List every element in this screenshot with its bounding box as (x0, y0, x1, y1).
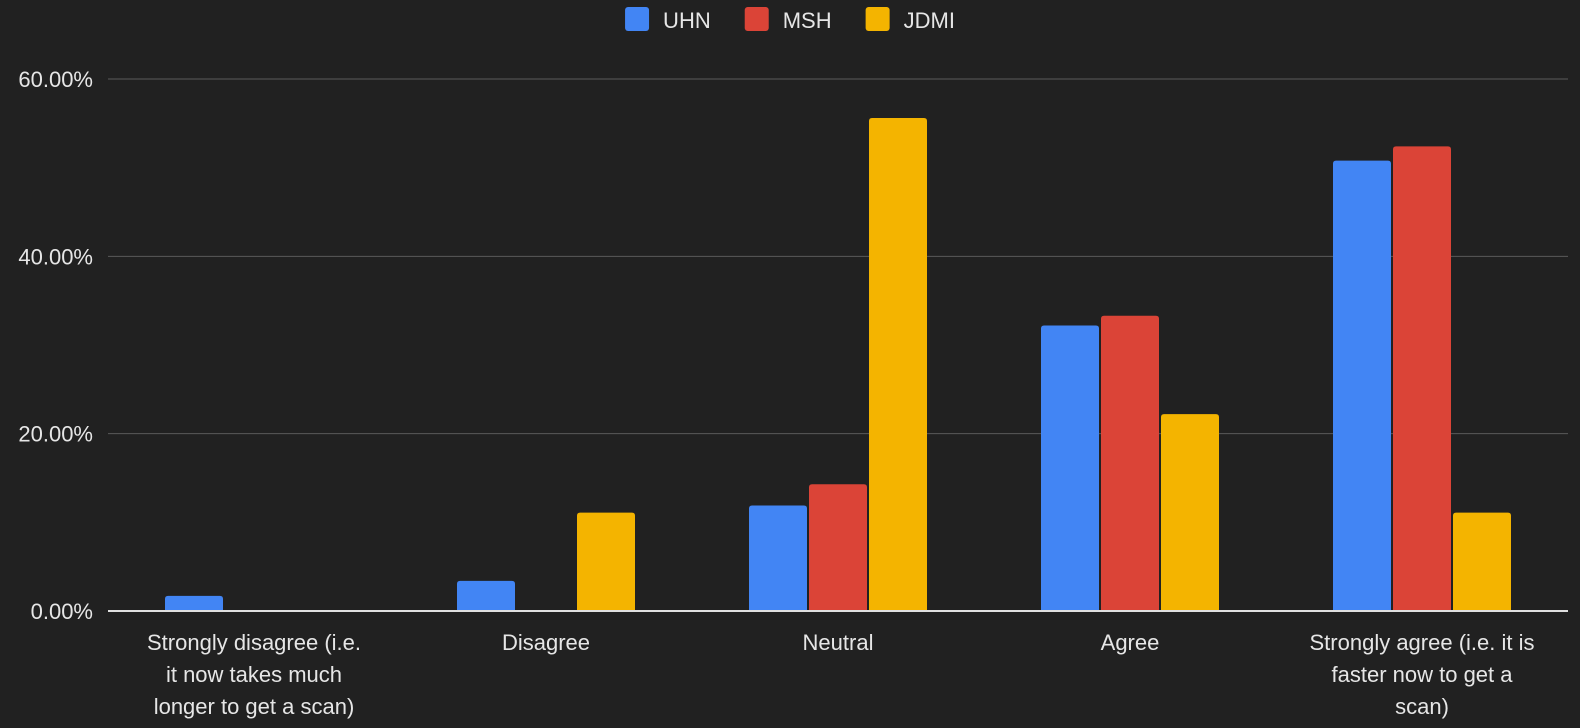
x-category-label: Agree (1101, 630, 1160, 655)
y-tick-label: 0.00% (31, 599, 93, 624)
legend-swatch (865, 7, 890, 31)
bar-uhn-5[interactable] (1333, 160, 1391, 611)
x-category-label: Strongly agree (i.e. it is faster now to … (1310, 630, 1535, 719)
bar-jdmi-3[interactable] (869, 118, 927, 611)
legend-item-msh[interactable]: MSH (744, 7, 832, 33)
bar-msh-3[interactable] (809, 484, 867, 611)
bar-msh-5[interactable] (1393, 146, 1451, 612)
bar-msh-4[interactable] (1101, 315, 1159, 611)
legend-swatch (625, 7, 650, 31)
y-axis-tick-labels: 0.00% 20.00% 40.00% 60.00% (18, 67, 93, 624)
legend-label: JDMI (904, 8, 955, 33)
y-tick-label: 20.00% (18, 422, 93, 447)
bar-uhn-2[interactable] (457, 580, 515, 611)
x-category-label: Strongly disagree (i.e. it now takes much… (147, 630, 361, 719)
legend-label: UHN (663, 8, 711, 33)
x-category-label: Neutral (803, 630, 874, 655)
legend-swatch (744, 7, 769, 31)
bar-jdmi-5[interactable] (1453, 512, 1511, 611)
y-tick-label: 40.00% (18, 244, 93, 269)
bar-jdmi-4[interactable] (1161, 414, 1219, 611)
y-tick-label: 60.00% (18, 67, 93, 92)
x-category-label: Disagree (502, 630, 590, 655)
bars (165, 118, 1511, 612)
gridlines (108, 78, 1568, 435)
legend-item-jdmi[interactable]: JDMI (865, 7, 955, 33)
legend-label: MSH (783, 8, 832, 33)
legend-item-uhn[interactable]: UHN (625, 7, 711, 33)
x-axis-category-labels: Strongly disagree (i.e. it now takes much… (147, 630, 1534, 719)
legend[interactable]: UHN MSH JDMI (625, 7, 955, 33)
bar-uhn-1[interactable] (165, 595, 223, 611)
bar-uhn-4[interactable] (1041, 325, 1099, 611)
bar-uhn-3[interactable] (749, 505, 807, 611)
bar-jdmi-2[interactable] (577, 512, 635, 611)
